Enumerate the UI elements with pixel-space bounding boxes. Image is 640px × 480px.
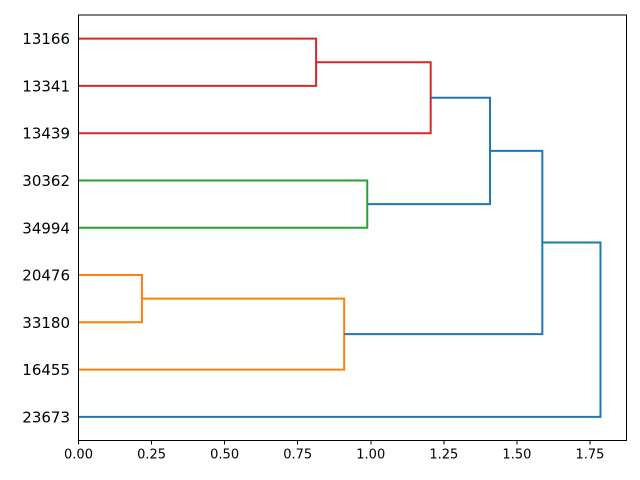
dendrogram-link-m8: [78, 241, 602, 418]
dendrogram-link-m5: [78, 274, 143, 324]
dendrogram-link-m7: [344, 149, 544, 336]
leaf-label-23673: 23673: [22, 408, 70, 426]
leaf-label-16455: 16455: [22, 361, 70, 379]
leaf-label-13341: 13341: [22, 77, 70, 95]
x-tick-label: 0.25: [137, 448, 166, 463]
leaf-label-34994: 34994: [22, 219, 70, 237]
x-tick-label: 0.50: [210, 448, 239, 463]
leaf-label-13166: 13166: [22, 30, 70, 48]
dendrogram-link-m6: [78, 297, 346, 371]
dendrogram-link-m2: [78, 61, 432, 135]
x-tick-label: 0.00: [64, 448, 93, 463]
leaf-label-13439: 13439: [22, 125, 70, 143]
x-tick-label: 1.25: [429, 448, 458, 463]
x-tick-label: 1.75: [575, 448, 604, 463]
leaf-label-20476: 20476: [22, 267, 70, 285]
dendrogram-link-m4: [367, 96, 492, 206]
x-tick-label: 1.50: [502, 448, 531, 463]
dendrogram-link-m1: [78, 37, 318, 87]
axes-frame: [78, 14, 627, 441]
dendrogram-link-m3: [78, 179, 369, 229]
x-tick-label: 1.00: [356, 448, 385, 463]
x-tick-label: 0.75: [283, 448, 312, 463]
leaf-label-30362: 30362: [22, 172, 70, 190]
leaf-label-33180: 33180: [22, 314, 70, 332]
